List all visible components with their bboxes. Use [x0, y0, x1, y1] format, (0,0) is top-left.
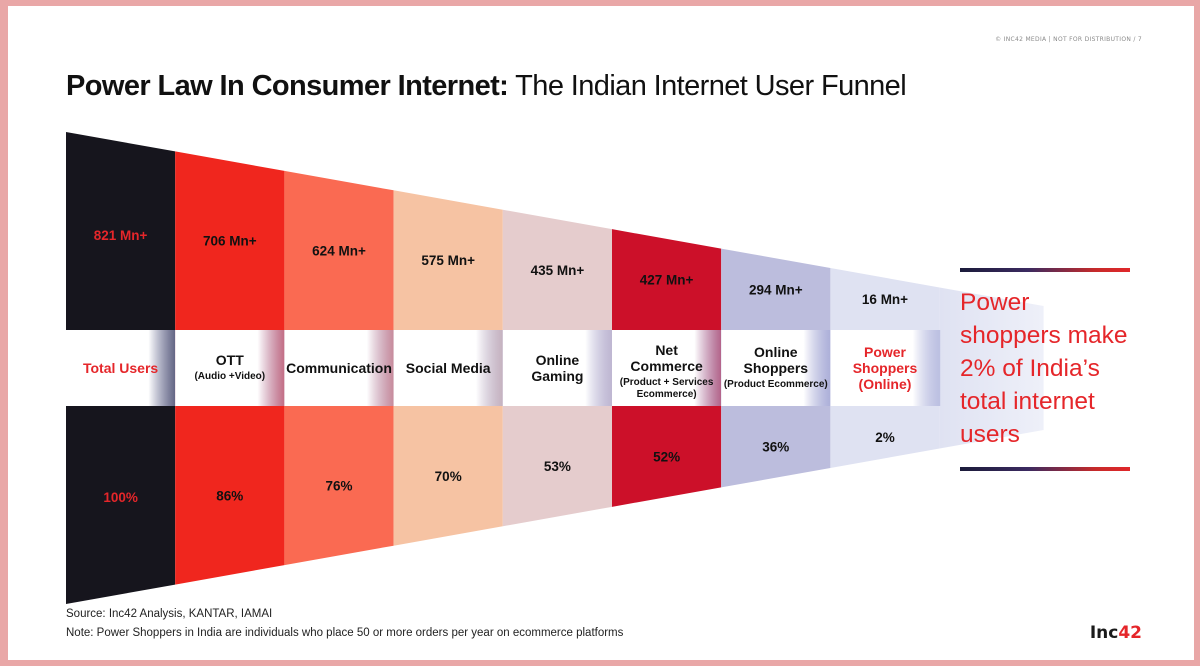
- callout: Power shoppers make 2% of India’s total …: [960, 268, 1130, 471]
- slide: © INC42 MEDIA | NOT FOR DISTRIBUTION / 7…: [8, 6, 1194, 660]
- funnel-stage-label: Power: [864, 344, 907, 360]
- top-note: © INC42 MEDIA | NOT FOR DISTRIBUTION / 7: [995, 36, 1142, 43]
- funnel-users-value: 16 Mn+: [862, 292, 908, 307]
- footnote: Note: Power Shoppers in India are indivi…: [66, 627, 624, 639]
- funnel-label-band: [284, 330, 395, 406]
- funnel-share-value: 76%: [325, 479, 352, 494]
- funnel-label-band: [393, 330, 504, 406]
- funnel-stage-label: Shoppers: [853, 360, 918, 376]
- funnel-users-value: 575 Mn+: [421, 253, 475, 268]
- funnel-users-value: 624 Mn+: [312, 243, 366, 258]
- funnel-share-value: 2%: [875, 430, 895, 445]
- funnel-share-value: 100%: [103, 490, 138, 505]
- funnel-share-value: 86%: [216, 488, 243, 503]
- funnel-share-value: 36%: [762, 440, 789, 455]
- funnel-stage-label: (Online): [859, 376, 912, 392]
- callout-top-line: [960, 268, 1130, 272]
- funnel-stage-sublabel: (Audio +Video): [194, 371, 265, 382]
- funnel-stage-label: Net: [655, 342, 678, 358]
- inc42-logo: Inc42: [1089, 623, 1142, 643]
- funnel-stage-sublabel: (Product Ecommerce): [724, 379, 828, 390]
- funnel-stage-label: Shoppers: [744, 360, 809, 376]
- funnel-tail: [939, 287, 1044, 449]
- funnel-stage-label: Commerce: [630, 358, 703, 374]
- funnel-stage-sublabel: (Product + Services: [620, 377, 714, 388]
- funnel-label-band: [830, 330, 941, 406]
- funnel-label-band: [502, 330, 613, 406]
- funnel-label-band: [721, 330, 831, 406]
- funnel-stage-sublabel: Ecommerce): [637, 389, 697, 400]
- callout-bottom-line: [960, 467, 1130, 471]
- title-bold: Power Law In Consumer Internet:: [66, 70, 509, 102]
- funnel-users-value: 427 Mn+: [640, 273, 694, 288]
- funnel-users-value: 706 Mn+: [203, 234, 257, 249]
- funnel-users-value: 821 Mn+: [94, 228, 148, 243]
- funnel-stage-label: Gaming: [531, 368, 583, 384]
- title-light: The Indian Internet User Funnel: [508, 70, 907, 102]
- funnel-stage-label: Total Users: [83, 360, 158, 376]
- funnel-stage-label: Social Media: [406, 360, 491, 376]
- funnel-users-value: 435 Mn+: [531, 263, 585, 278]
- funnel-stage-label: Communication: [286, 360, 392, 376]
- callout-text: Power shoppers make 2% of India’s total …: [960, 289, 1128, 448]
- funnel-stage-label: Online: [754, 344, 798, 360]
- funnel-label-band: [175, 330, 285, 406]
- page-title: Power Law In Consumer Internet: The Indi…: [66, 70, 907, 103]
- funnel-chart: 821 Mn+ 100% Total Users 706 Mn+ 86% OTT (Audi…: [66, 132, 1044, 604]
- funnel-stage-label: OTT: [216, 352, 244, 368]
- funnel-users-value: 294 Mn+: [749, 282, 803, 297]
- funnel-share-value: 70%: [435, 469, 462, 484]
- funnel-share-value: 53%: [544, 459, 571, 474]
- funnel-label-band: [612, 330, 722, 406]
- funnel-share-value: 52%: [653, 449, 680, 464]
- funnel-stage-label: Online: [536, 352, 580, 368]
- funnel-label-band: [66, 330, 176, 406]
- source-note: Source: Inc42 Analysis, KANTAR, IAMAI: [66, 608, 273, 620]
